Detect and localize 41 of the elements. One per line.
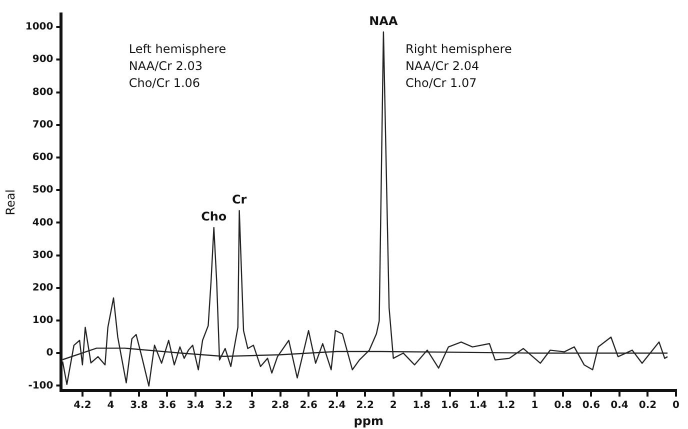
- y-tick-label: 200: [32, 282, 54, 294]
- x-tick-label: 3.8: [130, 400, 148, 412]
- y-tick-label: 800: [32, 86, 54, 98]
- x-axis-title: ppm: [354, 414, 384, 428]
- annotation: NAA: [369, 14, 398, 28]
- annotation: Cho: [201, 210, 227, 224]
- y-tick-label: -100: [28, 380, 54, 392]
- x-tick-label: 3.6: [158, 400, 176, 412]
- y-tick-label: 0: [46, 348, 54, 359]
- x-tick-label: 0.6: [582, 400, 600, 412]
- y-tick-label: 300: [32, 250, 54, 261]
- x-tick-label: 4.2: [74, 400, 92, 412]
- x-tick-label: 1: [531, 400, 538, 412]
- y-tick-label: 500: [32, 184, 54, 196]
- x-tick-label: 4: [107, 400, 114, 412]
- y-tick-label: 900: [32, 54, 54, 66]
- x-tick-label: 0.2: [638, 400, 657, 412]
- y-tick-label: 400: [32, 217, 54, 228]
- annotation: Left hemisphere NAA/Cr 2.03 Cho/Cr 1.06: [128, 42, 226, 90]
- annotation: Cr: [232, 192, 247, 207]
- x-tick-label: 2.2: [356, 400, 374, 412]
- x-tick-label: 1.4: [469, 400, 488, 412]
- x-tick-label: 3: [248, 400, 256, 412]
- x-tick-label: 2.8: [271, 400, 290, 412]
- x-tick-label: 0.4: [610, 400, 628, 412]
- y-tick-label: 100: [32, 315, 54, 326]
- y-tick-label: 600: [32, 152, 54, 164]
- x-tick-label: 1.8: [412, 400, 431, 412]
- x-tick-label: 2.4: [328, 400, 346, 412]
- annotation: Right hemisphere NAA/Cr 2.04 Cho/Cr 1.07: [406, 42, 512, 90]
- x-tick-label: 0: [672, 400, 680, 412]
- x-tick-label: 2.6: [300, 400, 318, 412]
- x-tick-label: 3.2: [214, 400, 233, 412]
- x-tick-label: 0.8: [554, 400, 572, 412]
- y-tick-label: 1000: [25, 22, 54, 33]
- y-tick-label: 700: [32, 119, 54, 130]
- y-axis-title: Real: [3, 189, 18, 216]
- x-tick-label: 1.6: [441, 400, 459, 412]
- x-tick-label: 1.2: [498, 400, 516, 412]
- x-tick-label: 3.4: [186, 400, 204, 412]
- x-tick-label: 2: [390, 400, 397, 412]
